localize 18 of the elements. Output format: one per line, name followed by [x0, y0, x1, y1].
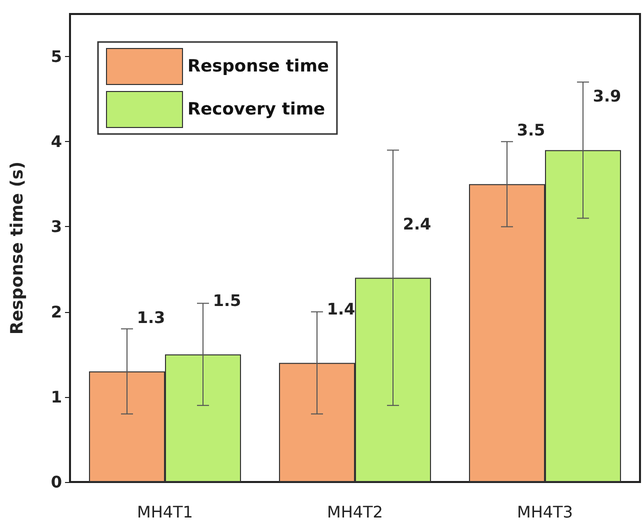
data-label: 2.4	[402, 214, 432, 234]
y-axis-title: Response time (s)	[8, 161, 28, 335]
y-tick-label: 0	[50, 472, 62, 492]
data-label: 3.5	[516, 120, 546, 140]
data-label: 1.3	[136, 308, 166, 327]
y-tick-label: 3	[50, 217, 62, 236]
y-tick-label: 2	[50, 302, 62, 322]
data-label: 1.4	[326, 299, 356, 318]
legend-label: Recovery time	[188, 100, 326, 120]
y-tick-label: 4	[50, 132, 62, 152]
x-tick-label: MH4T2	[327, 502, 383, 522]
data-label: 1.5	[212, 290, 242, 310]
x-tick-label: MH4T3	[517, 502, 573, 522]
data-label: 3.9	[592, 86, 622, 106]
x-tick-label: MH4T1	[137, 502, 193, 522]
y-tick-label: 1	[50, 387, 62, 406]
legend-label: Response time	[188, 56, 329, 76]
y-tick-label: 5	[50, 47, 62, 66]
